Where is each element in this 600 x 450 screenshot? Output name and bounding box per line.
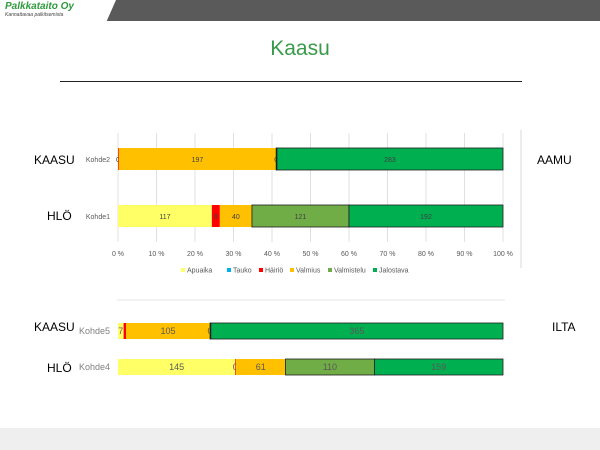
legend-label-häiriö: Häiriö: [265, 268, 283, 275]
legend-label-apuaika: Apuaika: [187, 268, 212, 275]
footer-bar: [0, 428, 600, 450]
bar-segment-apuaika-kohde4: [118, 359, 236, 375]
label-aamu: AAMU: [537, 153, 572, 167]
data-label-valmius-kohde5: 105: [161, 326, 176, 336]
tick-label-20: 20 %: [187, 251, 203, 258]
category-label-kohde5: Kohde5: [79, 326, 110, 336]
tick-label-10: 10 %: [149, 251, 165, 258]
label-hlo-bottom: HLÖ: [47, 361, 72, 375]
data-label-häiriö-kohde4: 0: [233, 362, 238, 372]
data-label-valmistelu-kohde2: 0: [274, 157, 278, 164]
legend-swatch-apuaika: [181, 268, 185, 272]
bar-segment-häiriö-kohde4: [235, 359, 237, 375]
data-label-häiriö-kohde2: 0: [116, 157, 120, 164]
label-kaasu-top: KAASU: [34, 153, 75, 167]
title-divider: [60, 81, 522, 82]
label-kaasu-bottom: KAASU: [34, 320, 75, 334]
legend-swatch-jalostava: [373, 268, 377, 272]
data-label-jalostava-kohde2: 283: [384, 157, 396, 164]
legend-swatch-valmius: [290, 268, 294, 272]
tick-label-40: 40 %: [264, 251, 280, 258]
data-label-valmius-kohde2: 197: [192, 157, 204, 164]
legend-label-valmius: Valmius: [296, 268, 321, 275]
bar-segment-häiriö-kohde5: [123, 323, 126, 339]
data-label-apuaika-kohde5: 7: [118, 326, 123, 336]
bar-segment-valmius-kohde2: [118, 148, 277, 170]
bar-segment-valmius-kohde1: [219, 205, 252, 227]
bar-segment-häiriö-kohde1: [211, 205, 220, 227]
legend-swatch-valmistelu: [328, 268, 332, 272]
slide-title: Kaasu: [270, 37, 330, 60]
data-label-valmius-kohde1: 40: [232, 214, 240, 221]
legend-label-jalostava: Jalostava: [379, 268, 409, 275]
tick-label-100: 100 %: [493, 251, 513, 258]
legend-label-valmistelu: Valmistelu: [334, 268, 366, 275]
data-label-valmius-kohde4: 61: [256, 362, 266, 372]
data-label-häiriö-kohde1: 0: [214, 214, 218, 221]
data-label-valmistelu-kohde4: 110: [323, 362, 337, 372]
tick-label-90: 90 %: [457, 251, 473, 258]
logo-title: Palkkataito Oy: [5, 1, 74, 12]
category-label-kohde1: Kohde1: [86, 214, 110, 221]
bar-segment-apuaika-kohde5: [118, 323, 124, 339]
logo-tagline: Kannattavaa palkitsemista: [5, 12, 64, 18]
data-label-valmistelu-kohde1: 121: [295, 214, 307, 221]
logo: Palkkataito Oy Kannattavaa palkitsemista: [0, 0, 116, 21]
bar-segment-häiriö-kohde2: [118, 148, 119, 170]
tick-label-70: 70 %: [380, 251, 396, 258]
tick-label-80: 80 %: [418, 251, 434, 258]
data-label-valmistelu-kohde5: 0: [208, 326, 213, 336]
tick-label-50: 50 %: [303, 251, 319, 258]
tick-label-30: 30 %: [226, 251, 242, 258]
data-label-jalostava-kohde5: 365: [349, 326, 364, 336]
bar-segment-jalostava-kohde4: [373, 358, 504, 376]
tick-label-60: 60 %: [341, 251, 357, 258]
bar-segment-jalostava-kohde2: [276, 147, 504, 171]
data-label-apuaika-kohde1: 117: [159, 214, 170, 221]
category-label-kohde4: Kohde4: [79, 362, 110, 372]
category-label-kohde2: Kohde2: [86, 157, 110, 164]
tick-label-0: 0 %: [112, 251, 124, 258]
bar-segment-jalostava-kohde1: [348, 204, 504, 228]
legend-swatch-häiriö: [259, 268, 263, 272]
legend-label-tauko: Tauko: [233, 268, 252, 275]
legend-swatch-tauko: [227, 268, 231, 272]
label-ilta: ILTA: [552, 320, 576, 334]
bar-segment-jalostava-kohde5: [210, 322, 504, 340]
label-hlo-top: HLÖ: [47, 209, 72, 223]
top-bar: [0, 0, 600, 21]
bar-segment-valmius-kohde5: [126, 323, 211, 339]
data-label-apuaika-kohde4: 145: [169, 362, 184, 372]
bar-segment-apuaika-kohde1: [118, 205, 212, 227]
data-label-jalostava-kohde4: 159: [431, 362, 446, 372]
bar-segment-valmius-kohde4: [236, 359, 286, 375]
data-label-jalostava-kohde1: 192: [420, 214, 432, 221]
